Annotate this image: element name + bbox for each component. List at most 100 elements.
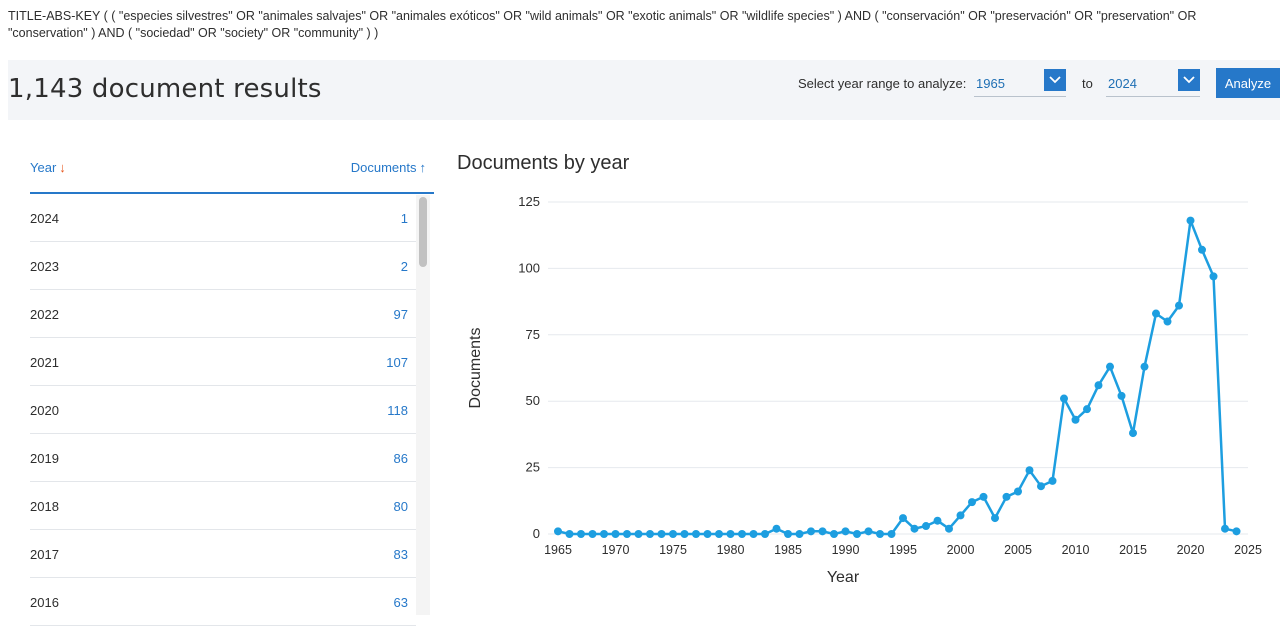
data-point — [1025, 466, 1034, 475]
data-point — [646, 530, 654, 538]
x-tick-label: 2000 — [947, 543, 975, 557]
column-header-documents[interactable]: Documents ↑ — [350, 160, 427, 175]
row-year: 2019 — [30, 451, 59, 466]
data-point — [818, 527, 827, 536]
table-row: 2022 97 — [30, 290, 416, 338]
data-point — [864, 527, 873, 536]
data-point — [956, 511, 965, 520]
data-point — [1094, 381, 1103, 390]
data-point — [1117, 391, 1126, 400]
year-from-select[interactable]: 1965 — [974, 69, 1066, 97]
data-point — [1014, 487, 1022, 496]
data-point — [1037, 482, 1045, 491]
table-row: 2021 107 — [30, 338, 416, 386]
data-point — [703, 530, 712, 538]
row-count-link[interactable]: 86 — [393, 451, 408, 466]
table-row: 2016 63 — [30, 578, 416, 626]
y-tick-label: 25 — [526, 460, 540, 475]
data-point — [577, 530, 585, 538]
year-range-label: Select year range to analyze: — [798, 76, 967, 91]
x-tick-label: 1995 — [889, 543, 917, 557]
row-year: 2017 — [30, 547, 59, 562]
data-point — [876, 530, 884, 538]
data-point — [1129, 429, 1137, 438]
row-year: 2024 — [30, 211, 59, 226]
y-tick-label: 0 — [533, 526, 540, 541]
data-point — [715, 530, 723, 538]
table-row: 2017 83 — [30, 530, 416, 578]
y-tick-label: 75 — [526, 327, 540, 342]
data-point — [1209, 272, 1218, 281]
table-row: 2023 2 — [30, 242, 416, 290]
x-tick-label: 2020 — [1177, 543, 1205, 557]
data-point — [899, 514, 907, 523]
data-point — [634, 530, 643, 538]
data-point — [1152, 309, 1160, 318]
row-count-link[interactable]: 83 — [393, 547, 408, 562]
row-year: 2018 — [30, 499, 59, 514]
table-header: Year ↓ Documents ↑ — [30, 150, 434, 194]
y-tick-label: 50 — [526, 393, 540, 408]
row-year: 2022 — [30, 307, 59, 322]
x-tick-label: 2015 — [1119, 543, 1147, 557]
sort-up-arrow-icon: ↑ — [419, 160, 427, 175]
data-point — [991, 514, 999, 523]
data-point — [853, 530, 861, 538]
sort-down-arrow-icon: ↓ — [59, 160, 66, 175]
data-point — [1060, 394, 1068, 403]
data-point — [565, 530, 574, 538]
data-point — [1048, 476, 1057, 485]
row-count-link[interactable]: 80 — [393, 499, 408, 514]
column-header-year[interactable]: Year ↓ — [30, 160, 66, 175]
row-count-link[interactable]: 2 — [400, 259, 408, 274]
row-year: 2023 — [30, 259, 59, 274]
data-point — [1071, 415, 1080, 424]
documents-by-year-table: Year ↓ Documents ↑ 2024 1 2023 2 2022 97 2021… — [30, 150, 434, 626]
data-point — [887, 530, 896, 538]
data-point — [1232, 527, 1241, 536]
data-point — [830, 530, 838, 538]
analyze-button[interactable]: Analyze — [1216, 68, 1280, 98]
row-count-link[interactable]: 97 — [393, 307, 408, 322]
table-body: 2024 1 2023 2 2022 97 2021 107 2020 118 2019 8… — [30, 194, 434, 626]
x-tick-label: 1990 — [832, 543, 860, 557]
table-row: 2020 118 — [30, 386, 416, 434]
row-count-link[interactable]: 1 — [400, 211, 408, 226]
search-query-text: TITLE-ABS-KEY ( ( "especies silvestres" … — [8, 9, 1197, 40]
chevron-down-icon[interactable] — [1178, 69, 1200, 91]
table-scrollbar-thumb[interactable] — [419, 197, 427, 267]
chevron-down-icon[interactable] — [1044, 69, 1066, 91]
x-tick-label: 2010 — [1062, 543, 1090, 557]
data-point — [772, 524, 781, 533]
x-tick-label: 2025 — [1234, 543, 1262, 557]
x-tick-label: 1965 — [544, 543, 572, 557]
year-from-value: 1965 — [976, 76, 1005, 91]
x-tick-label: 1970 — [602, 543, 630, 557]
y-tick-label: 100 — [518, 260, 540, 275]
data-point — [1140, 362, 1149, 371]
table-row: 2024 1 — [30, 194, 416, 242]
x-axis-label: Year — [827, 569, 860, 586]
data-point — [611, 530, 620, 538]
x-tick-label: 2005 — [1004, 543, 1032, 557]
table-scrollbar-track[interactable] — [416, 195, 430, 615]
data-point — [657, 530, 666, 538]
results-title: 1,143 document results — [8, 74, 322, 104]
series-line — [557, 219, 1237, 536]
x-tick-label: 1985 — [774, 543, 802, 557]
data-point — [784, 530, 792, 538]
year-to-select[interactable]: 2024 — [1106, 69, 1200, 97]
data-point — [841, 527, 850, 536]
x-tick-label: 1980 — [717, 543, 745, 557]
data-point — [738, 530, 746, 538]
data-point — [933, 516, 942, 525]
data-point — [692, 530, 700, 538]
y-tick-label: 125 — [518, 194, 540, 209]
row-count-link[interactable]: 107 — [386, 355, 408, 370]
row-count-link[interactable]: 63 — [393, 595, 408, 610]
data-point — [1186, 216, 1195, 225]
row-count-link[interactable]: 118 — [387, 403, 408, 418]
row-year: 2020 — [30, 403, 59, 418]
results-header: 1,143 document results Select year range… — [8, 60, 1280, 120]
chart-title: Documents by year — [457, 152, 630, 174]
